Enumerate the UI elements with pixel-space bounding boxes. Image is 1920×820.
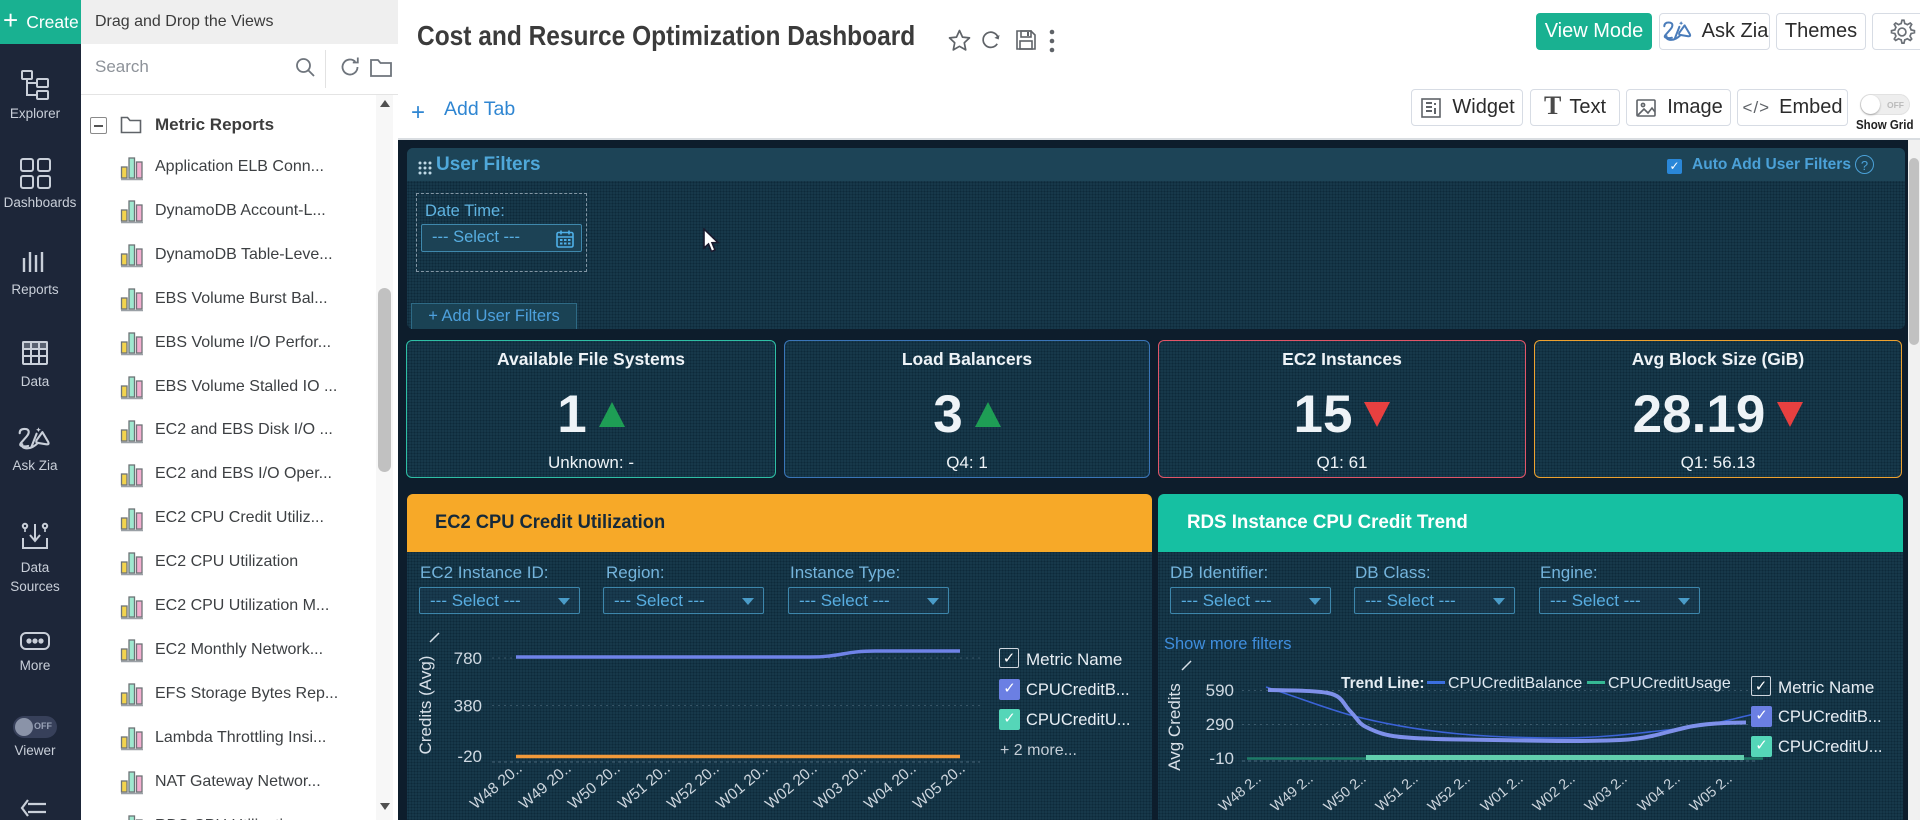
- svg-text:W02 2..: W02 2..: [1530, 771, 1579, 815]
- svg-text:Avg Credits: Avg Credits: [1165, 683, 1184, 771]
- svg-text:CPUCreditUsage: CPUCreditUsage: [1608, 675, 1731, 692]
- svg-text:-10: -10: [1209, 749, 1234, 768]
- svg-text:W02 20..: W02 20..: [762, 760, 820, 813]
- svg-text:W51 20..: W51 20..: [615, 760, 673, 813]
- svg-text:W04 2..: W04 2..: [1635, 771, 1684, 815]
- svg-text:W48 2..: W48 2..: [1216, 771, 1265, 815]
- svg-text:W49 20..: W49 20..: [516, 760, 574, 813]
- svg-text:380: 380: [454, 697, 482, 716]
- svg-text:W48 20..: W48 20..: [467, 760, 525, 813]
- svg-text:CPUCreditBalance: CPUCreditBalance: [1448, 675, 1582, 692]
- svg-text:W50 2..: W50 2..: [1321, 771, 1370, 815]
- svg-text:780: 780: [454, 649, 482, 668]
- svg-text:-20: -20: [457, 747, 482, 766]
- svg-text:W03 2..: W03 2..: [1582, 771, 1631, 815]
- svg-text:W04 20..: W04 20..: [861, 760, 919, 813]
- svg-text:W03 20..: W03 20..: [811, 760, 869, 813]
- svg-text:W51 2..: W51 2..: [1373, 771, 1422, 815]
- svg-text:W52 2..: W52 2..: [1425, 771, 1474, 815]
- svg-text:W49 2..: W49 2..: [1268, 771, 1317, 815]
- svg-text:W01 20..: W01 20..: [713, 760, 771, 813]
- svg-text:290: 290: [1206, 715, 1234, 734]
- svg-text:Trend Line:: Trend Line:: [1341, 675, 1425, 692]
- svg-text:W01 2..: W01 2..: [1478, 771, 1527, 815]
- svg-text:W05 20..: W05 20..: [910, 760, 968, 813]
- svg-text:590: 590: [1206, 681, 1234, 700]
- svg-text:W50 20..: W50 20..: [565, 760, 623, 813]
- svg-text:W52 20..: W52 20..: [664, 760, 722, 813]
- svg-text:Credits (Avg): Credits (Avg): [416, 656, 435, 755]
- svg-text:W05 2..: W05 2..: [1687, 771, 1736, 815]
